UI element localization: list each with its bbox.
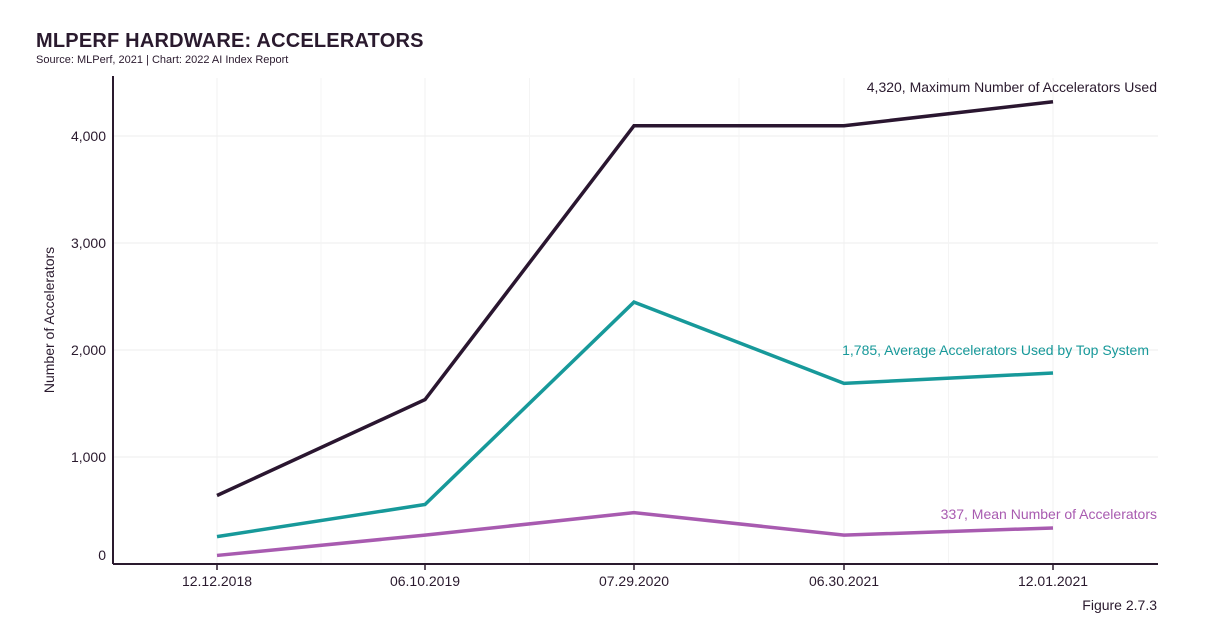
axes (112, 76, 1158, 570)
chart-subtitle: Source: MLPerf, 2021 | Chart: 2022 AI In… (36, 54, 289, 66)
y-tick-labels: 0 1,000 2,000 3,000 4,000 (71, 128, 106, 563)
y-tick-label: 0 (98, 547, 106, 563)
series-label-max: 4,320, Maximum Number of Accelerators Us… (867, 79, 1157, 95)
x-tick-label: 12.12.2018 (182, 573, 252, 589)
x-tick-label: 06.30.2021 (809, 573, 879, 589)
figure-number: Figure 2.7.3 (1082, 597, 1157, 613)
y-tick-label: 4,000 (71, 128, 106, 144)
x-tick-label: 12.01.2021 (1018, 573, 1088, 589)
chart-title: MLPERF HARDWARE: ACCELERATORS (36, 30, 424, 52)
series-line-avg (216, 300, 1054, 539)
series-lines (216, 100, 1054, 558)
x-tick-labels: 12.12.2018 06.10.2019 07.29.2020 06.30.2021… (182, 573, 1088, 589)
y-tick-label: 1,000 (71, 449, 106, 465)
series-labels: 4,320, Maximum Number of Accelerators Us… (842, 79, 1157, 522)
y-tick-label: 2,000 (71, 342, 106, 358)
series-label-mean: 337, Mean Number of Accelerators (941, 506, 1157, 522)
series-line-max (216, 100, 1054, 498)
series-line-mean (216, 510, 1054, 558)
series-label-avg: 1,785, Average Accelerators Used by Top … (842, 342, 1149, 358)
x-tick-label: 06.10.2019 (390, 573, 460, 589)
grid-lines (113, 78, 1158, 564)
x-tick-label: 07.29.2020 (599, 573, 669, 589)
y-axis-label: Number of Accelerators (41, 247, 57, 393)
y-tick-label: 3,000 (71, 235, 106, 251)
